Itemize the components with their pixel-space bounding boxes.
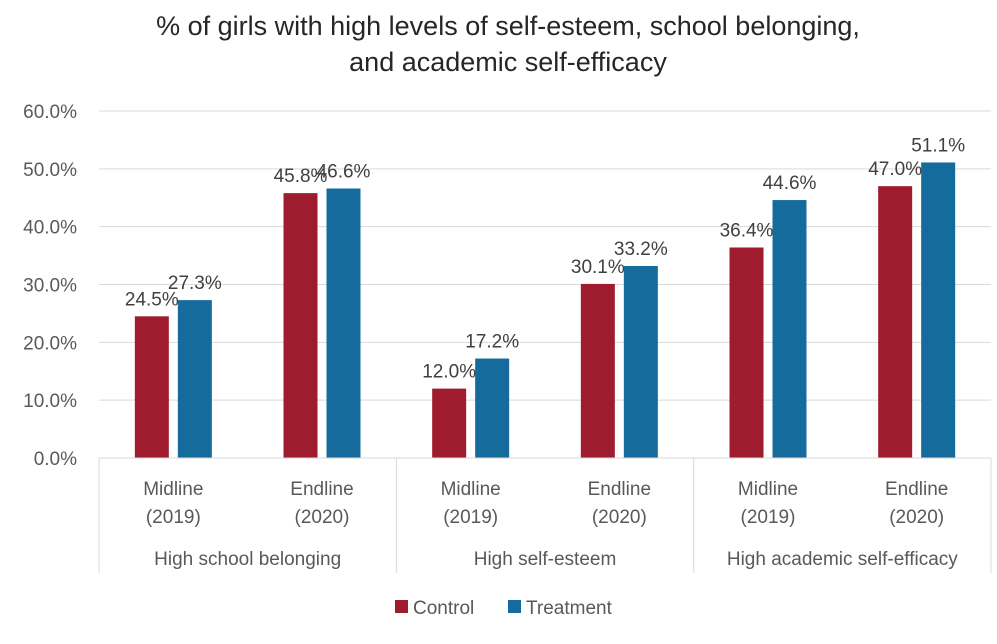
x-group-label: High self-esteem bbox=[474, 549, 617, 570]
bar-treatment bbox=[921, 162, 956, 458]
x-category-label: (2020) bbox=[295, 507, 350, 528]
x-category-label: Midline bbox=[441, 479, 501, 500]
x-category-label: (2020) bbox=[889, 507, 944, 528]
x-group-label: High academic self-efficacy bbox=[727, 549, 958, 570]
y-tick-label: 30.0% bbox=[23, 276, 77, 297]
legend-label-control: Control bbox=[413, 598, 474, 619]
y-tick-label: 10.0% bbox=[23, 391, 77, 412]
legend: Control Treatment bbox=[395, 598, 613, 619]
y-tick-label: 0.0% bbox=[34, 449, 77, 470]
legend-label-treatment: Treatment bbox=[526, 598, 613, 619]
bar-control bbox=[729, 247, 764, 458]
gridlines bbox=[99, 110, 991, 459]
x-axis: Midline (2019) Endline (2020) High school be… bbox=[98, 457, 992, 573]
bar-treatment bbox=[623, 265, 658, 458]
x-group-label: High school belonging bbox=[154, 549, 341, 570]
data-label: 46.6% bbox=[317, 161, 371, 182]
x-category-label: Endline bbox=[588, 479, 651, 500]
x-category-label: (2019) bbox=[443, 507, 498, 528]
data-label: 51.1% bbox=[911, 135, 965, 156]
data-label: 27.3% bbox=[168, 273, 222, 294]
data-label: 47.0% bbox=[868, 159, 922, 180]
bar-treatment bbox=[177, 300, 212, 458]
data-label: 45.8% bbox=[274, 166, 328, 187]
bar-treatment bbox=[772, 200, 807, 458]
legend-swatch-control bbox=[395, 600, 408, 613]
chart-title-line-1: % of girls with high levels of self-este… bbox=[156, 11, 860, 41]
data-label: 36.4% bbox=[720, 220, 774, 241]
bar-control bbox=[134, 316, 169, 458]
y-tick-label: 60.0% bbox=[23, 102, 77, 123]
chart-title-line-2: and academic self-efficacy bbox=[349, 47, 667, 77]
x-category-label: Midline bbox=[143, 479, 203, 500]
data-labels: 24.5% 45.8% 12.0% 30.1% 36.4% 47.0% 27.3% 46.6%… bbox=[125, 135, 965, 382]
y-tick-label: 40.0% bbox=[23, 218, 77, 239]
x-category-label: Endline bbox=[885, 479, 948, 500]
data-label: 17.2% bbox=[465, 332, 519, 353]
bar-control bbox=[432, 388, 467, 458]
y-axis-ticks: 0.0% 10.0% 20.0% 30.0% 40.0% 50.0% 60.0% bbox=[23, 102, 77, 470]
data-label: 24.5% bbox=[125, 289, 179, 310]
bars bbox=[134, 162, 956, 458]
data-label: 44.6% bbox=[763, 173, 817, 194]
data-label: 12.0% bbox=[422, 362, 476, 383]
legend-swatch-treatment bbox=[508, 600, 521, 613]
x-category-label: Endline bbox=[290, 479, 353, 500]
bar-treatment bbox=[326, 188, 361, 458]
x-category-label: Midline bbox=[738, 479, 798, 500]
data-label: 30.1% bbox=[571, 257, 625, 278]
bar-treatment bbox=[475, 358, 510, 458]
bar-control bbox=[878, 186, 913, 458]
data-label: 33.2% bbox=[614, 239, 668, 260]
x-category-label: (2019) bbox=[741, 507, 796, 528]
x-category-label: (2020) bbox=[592, 507, 647, 528]
y-tick-label: 50.0% bbox=[23, 160, 77, 181]
y-tick-label: 20.0% bbox=[23, 333, 77, 354]
bar-control bbox=[283, 193, 318, 458]
x-category-label: (2019) bbox=[146, 507, 201, 528]
bar-control bbox=[580, 283, 615, 458]
